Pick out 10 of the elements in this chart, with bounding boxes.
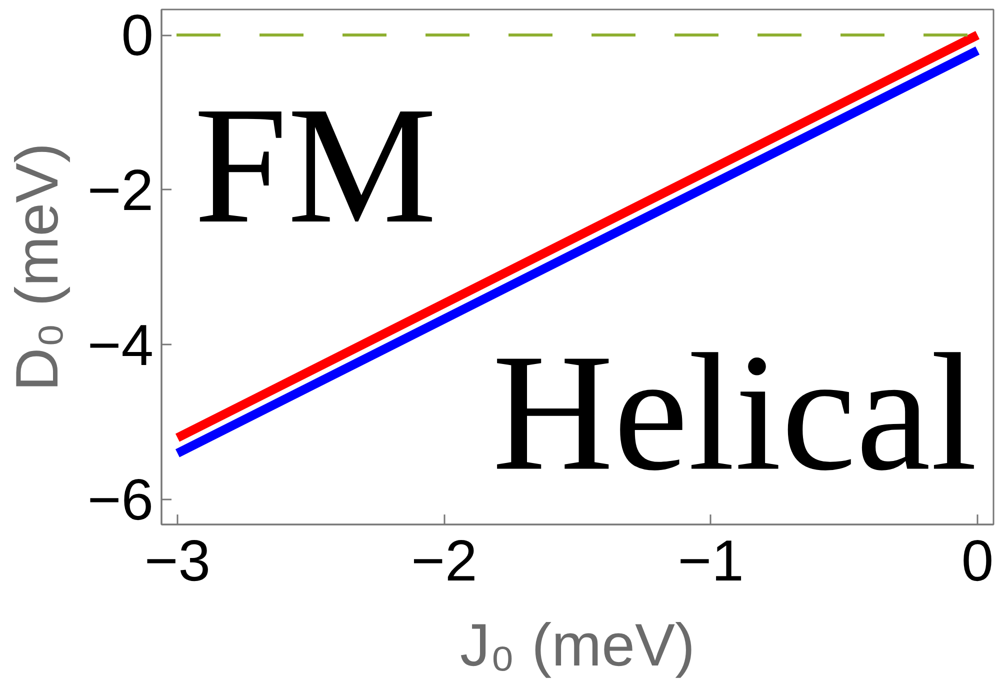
annotation: Helical — [492, 320, 978, 506]
x-tick-label: 0 — [961, 528, 994, 594]
x-tick-label: −1 — [678, 528, 744, 594]
y-tick-label: −2 — [87, 158, 154, 223]
y-tick-label: −4 — [87, 312, 154, 378]
annotation: FM — [194, 72, 437, 259]
x-tick-label: −2 — [411, 528, 478, 594]
y-tick-label: 0 — [121, 3, 154, 68]
x-axis-title: J₀ (meV) — [460, 612, 695, 678]
y-axis-title: D₀ (meV) — [3, 142, 70, 392]
